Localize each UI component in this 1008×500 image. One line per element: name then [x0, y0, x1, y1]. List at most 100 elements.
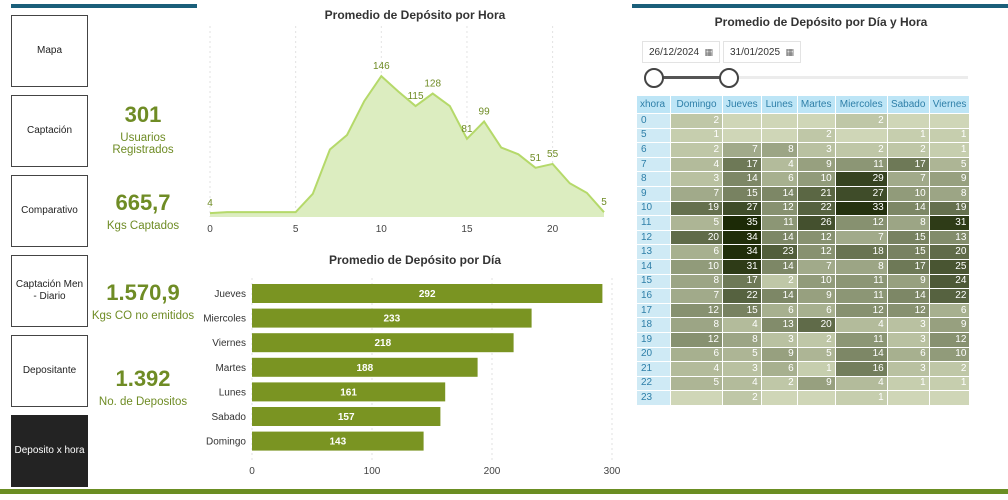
- nav-button-comparativo[interactable]: Comparativo: [11, 175, 88, 247]
- column-header[interactable]: Domingo: [670, 95, 723, 114]
- x-tick-label: 200: [484, 466, 501, 477]
- heatmap-cell: 15: [886, 244, 930, 260]
- category-label: Martes: [215, 363, 246, 374]
- heatmap-cell: 22: [796, 200, 836, 217]
- x-tick-label: 0: [207, 224, 213, 235]
- heatmap-cell: [670, 390, 723, 406]
- column-header[interactable]: Sabado: [886, 95, 930, 114]
- column-header[interactable]: Miercoles: [834, 95, 888, 114]
- data-label: 81: [461, 124, 473, 135]
- heatmap-cell: [928, 113, 971, 129]
- table-row: 23 2 1: [636, 390, 971, 406]
- heatmap-cell: 9: [796, 375, 836, 392]
- bar-value-label: 157: [338, 412, 355, 423]
- bar: [252, 382, 446, 402]
- bar-value-label: 292: [419, 289, 436, 300]
- heatmap-cell: 3: [670, 171, 723, 187]
- heatmap-cell: 12: [796, 229, 836, 246]
- x-tick-label: 0: [249, 466, 255, 477]
- nav-button-captacion-men-diario[interactable]: Captación Men - Diario: [11, 255, 88, 327]
- table-row: 20 6 5 9 5 14 6 10: [636, 346, 971, 363]
- table-row: 12 20 34 14 12 7 15 13: [636, 229, 971, 246]
- date-slider-fill: [654, 76, 729, 79]
- date-slider-handle-start[interactable]: [644, 68, 664, 88]
- heatmap-cell: 27: [722, 200, 762, 217]
- nav-button-deposito-x-hora[interactable]: Deposito x hora: [11, 415, 88, 487]
- date-from-value: 26/12/2024: [649, 46, 700, 58]
- heatmap-cell: 1: [886, 375, 930, 392]
- heatmap-cell: 13: [928, 229, 971, 246]
- heatmap-cell: 2: [760, 375, 798, 392]
- heatmap-cell: 7: [834, 229, 888, 246]
- nav-button-mapa[interactable]: Mapa: [11, 15, 88, 87]
- bar-value-label: 143: [329, 437, 346, 448]
- heatmap-cell: 5: [928, 156, 971, 173]
- heatmap-cell: 2: [796, 127, 836, 144]
- x-tick-label: 300: [604, 466, 621, 477]
- heatmap-cell: 4: [670, 361, 723, 377]
- calendar-icon[interactable]: ▦: [704, 46, 713, 57]
- heatmap-cell: 35: [722, 215, 762, 231]
- heatmap-cell: 1: [886, 127, 930, 144]
- heatmap-cell: 31: [722, 258, 762, 275]
- heatmap-cell: 6: [670, 244, 723, 260]
- chart-title-dia-hora: Promedio de Depósito por Día y Hora: [714, 15, 928, 29]
- data-label: 51: [530, 153, 542, 164]
- heatmap-cell: 2: [796, 331, 836, 348]
- nav-button-depositante[interactable]: Depositante: [11, 335, 88, 407]
- column-header[interactable]: Jueves: [722, 95, 762, 114]
- heatmap-cell: 12: [834, 215, 888, 231]
- area-fill: [210, 76, 604, 217]
- column-header[interactable]: Martes: [796, 95, 836, 114]
- heatmap-cell: 6: [928, 302, 971, 319]
- kpi-kgs-co-no-emitidos: 1.570,9 Kgs CO no emitidos: [90, 280, 196, 322]
- row-header-hour: 9: [636, 185, 671, 202]
- kpi-no-de-depositos: 1.392 No. de Depositos: [90, 366, 196, 408]
- heatmap-cell: 11: [834, 288, 888, 304]
- category-label: Miercoles: [203, 314, 246, 325]
- column-header[interactable]: Lunes: [760, 95, 798, 114]
- row-header-hour: 12: [636, 229, 671, 246]
- table-row: 16 7 22 14 9 11 14 22: [636, 288, 971, 304]
- calendar-icon[interactable]: ▦: [785, 46, 794, 57]
- row-header-hour: 16: [636, 288, 671, 304]
- row-header-hour: 11: [636, 215, 671, 231]
- heatmap-cell: [796, 113, 836, 129]
- heatmap-cell: 4: [834, 317, 888, 333]
- heatmap-cell: [886, 113, 930, 129]
- column-header[interactable]: Viernes: [928, 95, 971, 114]
- heatmap-cell: 7: [722, 142, 762, 158]
- heatmap-cell: 21: [796, 185, 836, 202]
- date-to-input[interactable]: 31/01/2025 ▦: [723, 41, 801, 63]
- bottom-accent-bar: [0, 489, 1008, 494]
- data-label: 5: [601, 197, 607, 208]
- date-slider-track[interactable]: [654, 76, 968, 79]
- heatmap-cell: 11: [834, 156, 888, 173]
- data-label: 115: [408, 91, 424, 102]
- kpi-label: Kgs Captados: [106, 220, 180, 232]
- heatmap-cell: 5: [670, 375, 723, 392]
- heatmap-cell: 1: [670, 127, 723, 144]
- heatmap-cell: 6: [796, 302, 836, 319]
- heatmap-cell: 1: [796, 361, 836, 377]
- nav-button-captacion[interactable]: Captación: [11, 95, 88, 167]
- heatmap-cell: 3: [722, 361, 762, 377]
- heatmap-cell: 17: [886, 258, 930, 275]
- top-accent-bar-right: [632, 4, 1008, 8]
- heatmap-cell: 22: [722, 288, 762, 304]
- date-slider-handle-end[interactable]: [719, 68, 739, 88]
- heatmap-cell: 1: [928, 375, 971, 392]
- column-header-xhora[interactable]: xhora: [636, 95, 671, 114]
- heatmap-cell: 12: [760, 200, 798, 217]
- date-from-input[interactable]: 26/12/2024 ▦: [642, 41, 720, 63]
- heatmap-cell: 31: [928, 215, 971, 231]
- heatmap-cell: 9: [928, 171, 971, 187]
- heatmap-cell: 1: [928, 142, 971, 158]
- heatmap-cell: 12: [886, 302, 930, 319]
- series-line: [209, 74, 605, 215]
- table-row: 22 5 4 2 9 4 1 1: [636, 375, 971, 392]
- heatmap-cell: 11: [834, 273, 888, 290]
- table-row: 15 8 17 2 10 11 9 24: [636, 273, 971, 290]
